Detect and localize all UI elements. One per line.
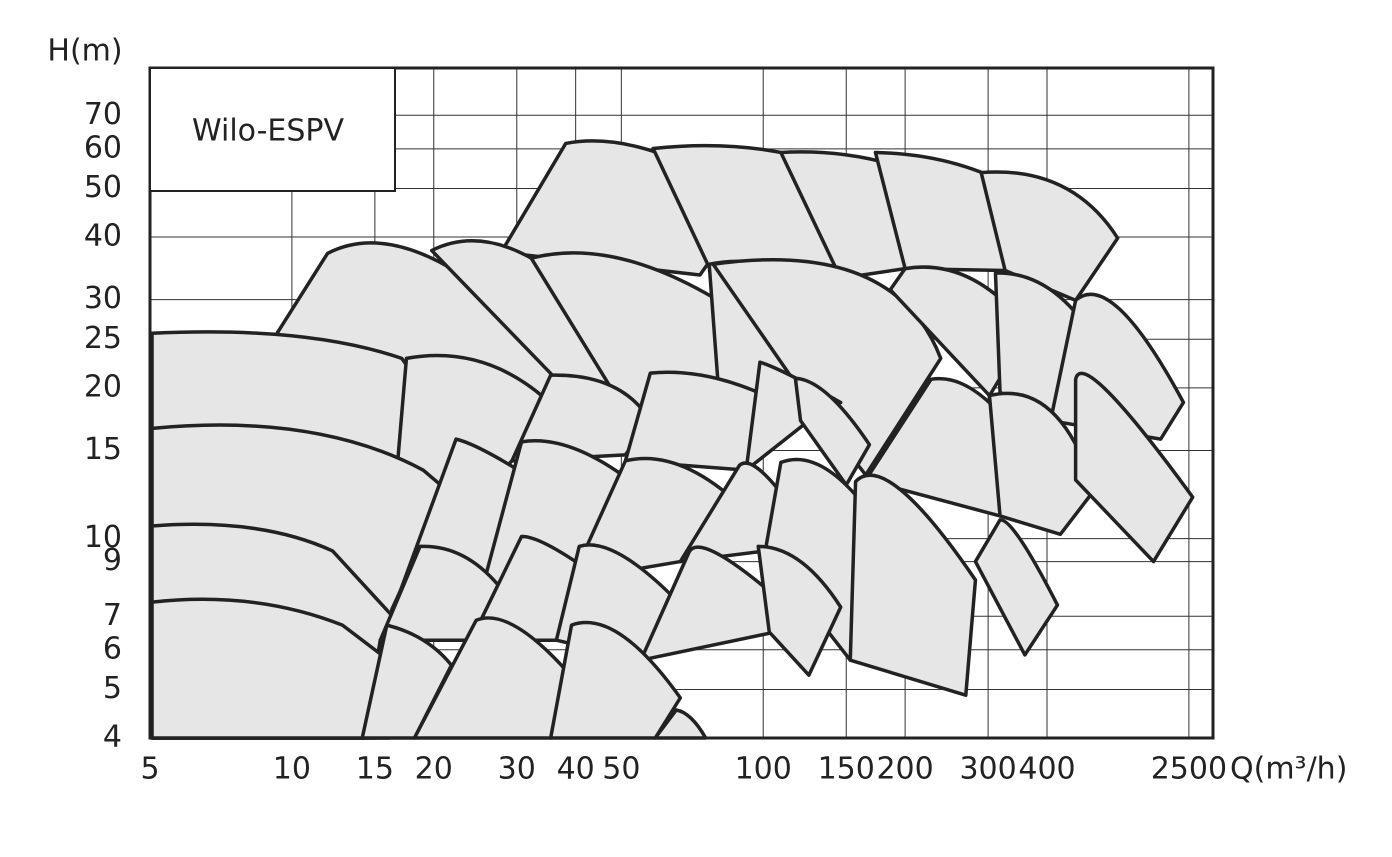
y-tick-label: 6: [103, 631, 122, 666]
pump-range-tile: [973, 518, 1060, 657]
y-tick-label: 5: [103, 671, 122, 706]
x-tick-label: 50: [602, 752, 640, 787]
x-tick-label: 150: [818, 752, 875, 787]
pump-range-tile: [1073, 371, 1195, 564]
x-tick-label: 15: [356, 752, 394, 787]
x-tick-label: 400: [1018, 752, 1075, 787]
x-tick-label: 30: [498, 752, 536, 787]
y-axis-label: H(m): [47, 34, 122, 69]
y-tick-label: 20: [84, 369, 122, 404]
y-tick-label: 4: [103, 720, 122, 755]
x-tick-label: 100: [735, 752, 792, 787]
tiles: [150, 139, 1195, 740]
x-tick-label: 200: [876, 752, 933, 787]
pump-range-tile: [793, 376, 872, 487]
title-box: [149, 67, 396, 192]
pump-range-tile: [979, 170, 1120, 303]
y-tick-label: 60: [84, 130, 122, 165]
y-tick-label: 70: [84, 97, 122, 132]
pump-range-tile: [756, 544, 843, 677]
y-tick-label: 40: [84, 219, 122, 254]
x-axis-label: Q(m³/h): [1230, 752, 1347, 787]
pump-range-tile: [150, 597, 406, 740]
y-tick-label: 50: [84, 170, 122, 205]
y-tick-label: 9: [103, 543, 122, 578]
chart-title: Wilo-ESPV: [192, 114, 344, 149]
y-tick-label: 10: [84, 520, 122, 555]
y-tick-label: 7: [103, 598, 122, 633]
x-tick-label: 2500: [1151, 752, 1227, 787]
pump-range-tile: [548, 620, 683, 740]
x-tick-label: 40: [557, 752, 595, 787]
x-tick-label: 5: [140, 752, 159, 787]
pump-range-tile: [848, 473, 978, 697]
y-tick-label: 30: [84, 281, 122, 316]
x-tick-label: 20: [415, 752, 453, 787]
x-tick-label: 300: [959, 752, 1016, 787]
pump-range-tile: [711, 257, 943, 477]
x-tick-label: 10: [273, 752, 311, 787]
plot-frame: [148, 66, 1215, 740]
tick-labels: 5 10 15 20 30 40 50 100 150 200 300 400 250070605040…: [84, 97, 1227, 787]
y-tick-label: 15: [84, 432, 122, 467]
y-tick-label: 25: [84, 321, 122, 356]
